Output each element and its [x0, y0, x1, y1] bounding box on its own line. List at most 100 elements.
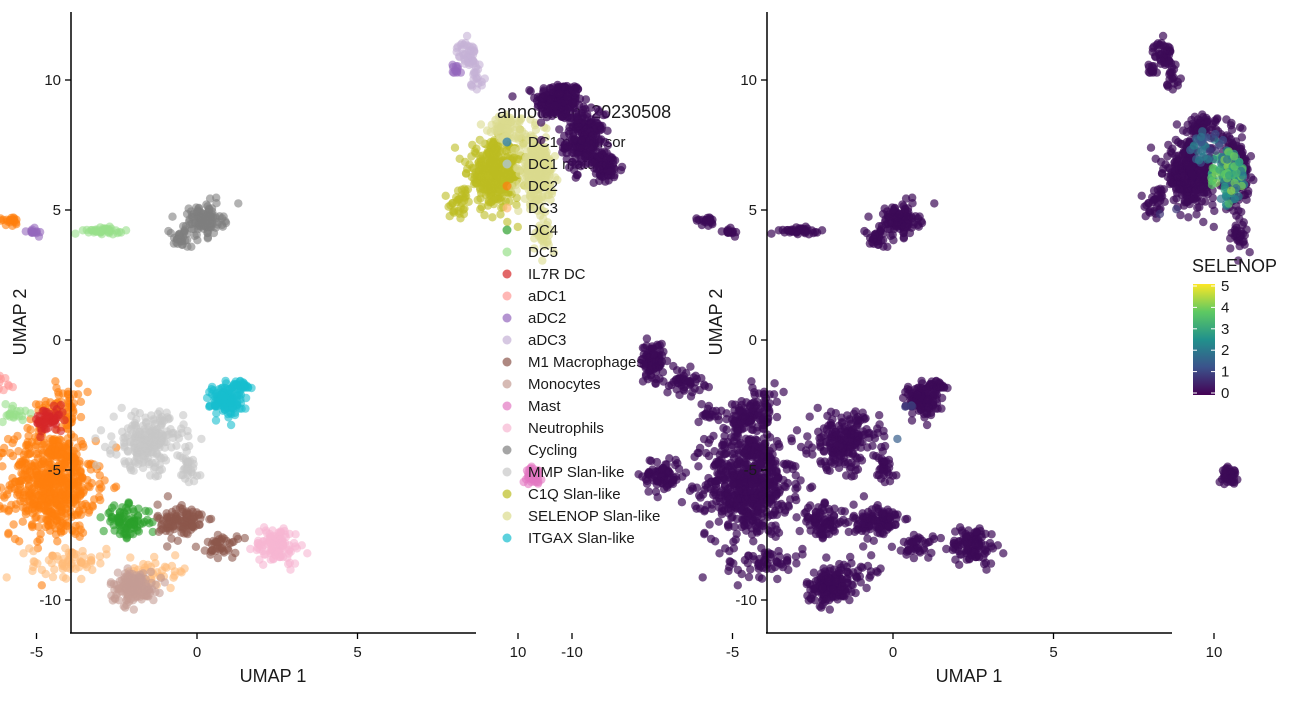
legend-swatch [502, 335, 512, 345]
point [783, 478, 792, 488]
point [91, 434, 100, 443]
point [134, 527, 143, 536]
point [154, 527, 163, 536]
point [709, 488, 719, 497]
point [163, 492, 173, 501]
point [19, 549, 28, 558]
point [696, 493, 705, 502]
point [53, 537, 62, 546]
point [104, 227, 113, 237]
point [30, 223, 39, 232]
point [108, 440, 117, 449]
point [96, 559, 105, 568]
point [571, 88, 580, 97]
point [577, 136, 586, 145]
point [168, 212, 177, 221]
point [499, 169, 509, 178]
point [149, 595, 158, 605]
point [468, 163, 477, 172]
point [153, 500, 162, 509]
point [291, 530, 300, 539]
point [733, 494, 742, 504]
point [488, 213, 497, 222]
point [700, 507, 709, 516]
point [133, 451, 142, 460]
point [778, 501, 788, 511]
point [149, 437, 158, 446]
point [533, 102, 543, 111]
point [558, 148, 567, 157]
legend-swatch [502, 137, 512, 147]
point [727, 513, 736, 522]
point [793, 483, 802, 492]
point [744, 572, 754, 582]
point [36, 529, 45, 539]
point [24, 443, 34, 453]
point [453, 42, 463, 51]
point [15, 537, 24, 546]
point [46, 526, 55, 535]
legend-label: DC4 [528, 222, 558, 239]
point [11, 504, 20, 513]
point [469, 75, 478, 84]
point [226, 420, 236, 430]
point [184, 204, 193, 213]
point [202, 393, 212, 403]
legend-label: SELENOP Slan-like [528, 508, 660, 525]
point [441, 191, 450, 200]
series-adc3 [452, 31, 489, 94]
point [151, 580, 160, 589]
point [145, 588, 155, 598]
point [179, 411, 188, 420]
point [109, 412, 118, 421]
point [455, 154, 464, 163]
point [50, 486, 59, 495]
point [0, 504, 5, 513]
point [108, 596, 118, 605]
point [96, 513, 105, 522]
point [135, 519, 145, 529]
point [512, 163, 521, 173]
point [146, 471, 155, 480]
point [575, 143, 584, 152]
point [128, 574, 137, 583]
point [255, 555, 264, 564]
point [542, 124, 551, 133]
point [456, 214, 465, 223]
point [113, 568, 123, 577]
legend-label: ITGAX Slan-like [528, 530, 635, 547]
series-selenop-slan-like [476, 110, 562, 265]
point [479, 185, 488, 194]
point [188, 522, 197, 531]
series-itgax-slan-like [202, 376, 256, 430]
annotation-points [0, 31, 562, 614]
point [106, 449, 115, 458]
point [508, 92, 517, 101]
point [524, 473, 534, 482]
legend-swatch [502, 401, 512, 411]
point [1, 220, 11, 230]
point [128, 504, 137, 514]
point [550, 173, 560, 182]
point [129, 605, 138, 614]
point [109, 579, 119, 589]
point [720, 443, 730, 453]
x-tick-label: -5 [30, 644, 43, 661]
point [9, 213, 18, 222]
point [714, 460, 723, 469]
legend-swatch [502, 313, 512, 323]
point [48, 436, 57, 445]
legend-item: C1Q Slan-like [502, 486, 621, 503]
point [450, 143, 460, 152]
point [700, 530, 709, 539]
series-adc1 [0, 371, 17, 395]
point [467, 172, 476, 182]
point [719, 423, 728, 433]
legend-label: DC3 [528, 200, 558, 217]
point [205, 194, 215, 203]
legend-item: SELENOP Slan-like [502, 508, 660, 525]
point [541, 207, 550, 217]
point [73, 443, 82, 452]
